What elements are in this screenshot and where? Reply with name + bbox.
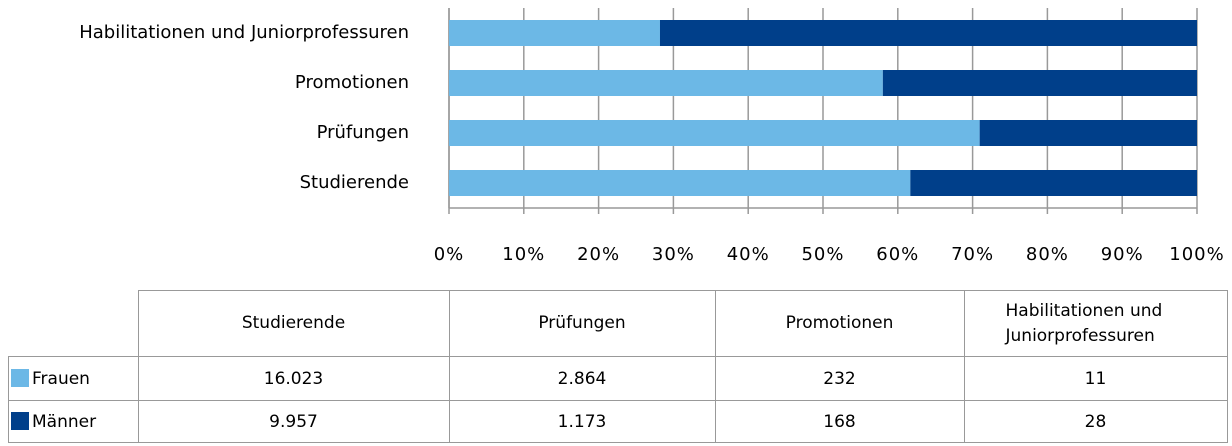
x-tick-label: 10% [502,244,545,265]
value-cell: 1.173 [448,400,716,443]
x-tick-label: 0% [434,244,465,265]
chart: 0% 10% 20% 30% 40% 50% 60% 70% 80% 90% 100% Studier… [79,8,1224,265]
bar-segment [910,170,1197,196]
x-tick-label: 40% [727,244,770,265]
bar-segment [882,70,1197,96]
header-text: Prüfungen [538,313,626,333]
value-cell: 16.023 [137,356,450,401]
blank-cell [8,290,139,357]
legend-label: Frauen [32,368,90,389]
legend-cell: Frauen [8,356,139,401]
legend-key [11,411,29,430]
header-row: Studierende Prüfungen Promotionen Habilitat… [8,290,1228,357]
x-tick-label: 20% [577,244,620,265]
bar-segment [449,120,980,146]
value-cell: 28 [963,400,1228,443]
value-cell: 9.957 [137,400,450,443]
legend-cell: Männer [8,400,139,443]
x-tick-label: 100% [1169,244,1224,265]
x-tick-label: 70% [951,244,994,265]
x-tick-label: 60% [876,244,919,265]
bar-segment [449,170,911,196]
y-tick-label: Studierende [300,172,409,193]
x-tick-label: 80% [1026,244,1069,265]
x-tick-label: 30% [652,244,695,265]
header-text: Studierende [241,313,346,333]
header-text: Promotionen [785,313,894,333]
value-cell: 232 [714,356,965,401]
header-cell: Prüfungen [448,290,716,357]
data-table: Studierende Prüfungen Promotionen Habilitat… [8,290,1228,443]
header-text: Habilitationen und Juniorprofessuren [1005,300,1163,346]
header-cell: Promotionen [714,290,965,357]
bar-segment [659,20,1197,46]
legend-key [11,368,29,387]
data-row: Frauen 16.023 2.864 232 11 [8,356,1228,401]
value-cell: 11 [963,356,1228,401]
header-cell: Studierende [137,290,450,357]
bar-segment [449,70,883,96]
y-tick-label: Habilitationen und Juniorprofessuren [79,22,409,43]
bar-segment [449,20,660,46]
data-row: Männer 9.957 1.173 168 28 [8,400,1228,443]
bar-segment [979,120,1197,146]
header-cell: Habilitationen und Juniorprofessuren [963,290,1228,357]
value-cell: 2.864 [448,356,716,401]
value-cell: 168 [714,400,965,443]
legend-label: Männer [32,411,97,432]
x-tick-label: 50% [801,244,844,265]
y-tick-label: Prüfungen [317,122,409,143]
y-tick-label: Promotionen [295,72,409,93]
x-tick-label: 90% [1101,244,1144,265]
